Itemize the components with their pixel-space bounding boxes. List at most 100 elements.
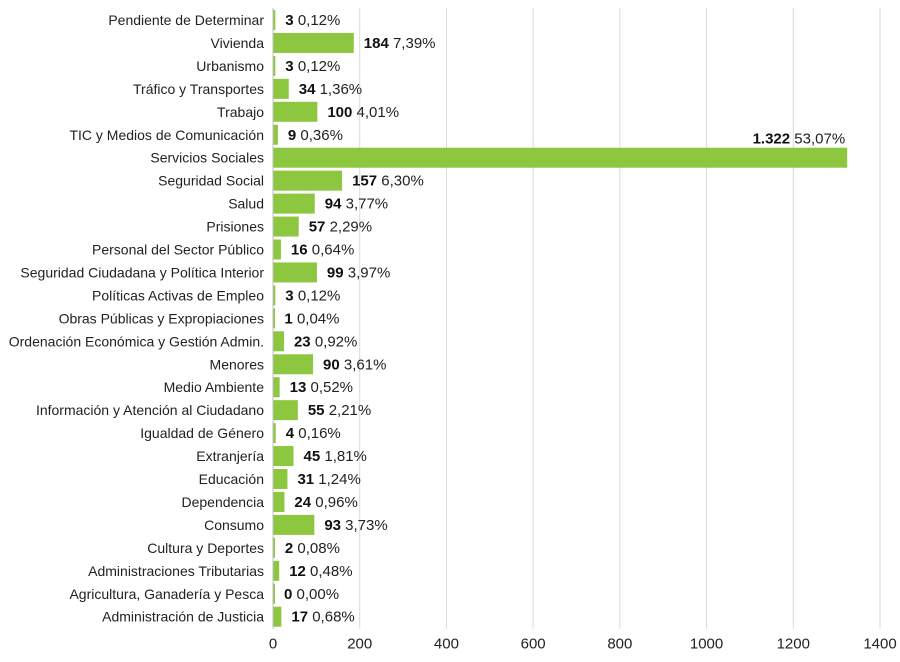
data-label-value: 13 [290, 379, 311, 396]
data-label: 99 3,97% [327, 264, 390, 281]
bar [273, 469, 288, 489]
data-label-value: 16 [291, 242, 312, 259]
data-label: 90 3,61% [323, 356, 386, 373]
x-tick-label: 800 [607, 636, 632, 653]
data-label-percent: 53,07% [794, 131, 845, 148]
category-label: Trabajo [217, 104, 264, 120]
category-label: Consumo [204, 517, 264, 533]
data-label-value: 1.322 [753, 131, 795, 148]
data-label: 23 0,92% [294, 333, 357, 350]
data-label: 3 0,12% [285, 12, 340, 29]
data-label-value: 57 [309, 219, 330, 236]
data-label-value: 23 [294, 333, 315, 350]
bar [273, 491, 285, 512]
data-label: 13 0,52% [290, 379, 353, 396]
category-label: Seguridad Social [158, 173, 264, 189]
data-label-percent: 1,24% [318, 471, 361, 488]
category-label: Personal del Sector Público [92, 242, 264, 258]
category-label: Agricultura, Ganadería y Pesca [69, 586, 264, 602]
category-label: Dependencia [181, 494, 264, 510]
data-label-value: 100 [327, 104, 356, 121]
x-tick-label: 0 [269, 636, 277, 653]
category-label: Servicios Sociales [150, 150, 264, 166]
category-label: Salud [228, 196, 264, 212]
bar [273, 514, 315, 535]
data-label-percent: 2,29% [330, 219, 373, 236]
category-label: Urbanismo [196, 58, 264, 74]
x-tick-label: 400 [434, 636, 459, 653]
category-label: Información y Atención al Ciudadano [36, 402, 264, 418]
category-label: Pendiente de Determinar [108, 12, 264, 28]
data-label: 57 2,29% [309, 219, 372, 236]
data-label: 24 0,96% [294, 494, 357, 511]
x-tick-label: 200 [347, 636, 372, 653]
data-label-percent: 0,12% [298, 287, 341, 304]
x-tick-label: 1400 [863, 636, 896, 653]
category-label: Administraciones Tributarias [88, 563, 264, 579]
bar [273, 78, 289, 99]
bar [273, 124, 278, 145]
category-label: Extranjería [196, 448, 264, 464]
bar [273, 285, 276, 306]
data-label-value: 2 [285, 540, 298, 557]
data-label-value: 3 [285, 287, 298, 304]
category-label: Políticas Activas de Empleo [92, 287, 264, 303]
data-label-value: 90 [323, 356, 344, 373]
category-label: Ordenación Económica y Gestión Admin. [9, 333, 264, 349]
bar [273, 606, 282, 627]
data-label: 94 3,77% [325, 196, 388, 213]
data-label: 3 0,12% [285, 287, 340, 304]
category-label: Vivienda [211, 35, 265, 51]
x-axis-ticks: 0 200 400 600 800 1000 1200 1400 [269, 636, 897, 653]
data-label-percent: 0,12% [298, 12, 341, 29]
bar [273, 10, 276, 30]
data-label-value: 9 [288, 127, 301, 144]
data-label: 93 3,73% [324, 517, 387, 534]
data-label: 12 0,48% [289, 563, 352, 580]
data-label-percent: 2,21% [329, 402, 372, 419]
category-label: Prisiones [206, 219, 264, 235]
data-label-percent: 0,48% [310, 563, 353, 580]
bar [273, 537, 275, 558]
data-label: 157 6,30% [352, 173, 424, 190]
bar [273, 193, 315, 214]
bar [273, 400, 298, 421]
bar [273, 446, 294, 467]
data-label-percent: 0,96% [315, 494, 358, 511]
data-label-percent: 0,08% [297, 540, 340, 557]
bar [273, 331, 284, 352]
data-label-percent: 0,36% [300, 127, 343, 144]
category-label: Medio Ambiente [164, 379, 265, 395]
data-label: 4 0,16% [286, 425, 341, 442]
data-label: 0 0,00% [284, 586, 339, 603]
bar [273, 423, 276, 444]
data-label: 17 0,68% [291, 609, 354, 626]
bar [273, 239, 281, 260]
bar [273, 216, 299, 237]
data-label-value: 99 [327, 264, 348, 281]
data-label-value: 0 [284, 586, 297, 603]
data-label-value: 17 [291, 609, 312, 626]
x-tick-label: 1000 [690, 636, 723, 653]
data-label: 16 0,64% [291, 242, 354, 259]
bar [273, 262, 317, 283]
data-label: 45 1,81% [304, 448, 367, 465]
category-labels: Pendiente de Determinar Vivienda Urbanismo… [9, 12, 265, 625]
bar [273, 170, 343, 191]
data-label: 9 0,36% [288, 127, 343, 144]
data-label: 3 0,12% [285, 58, 340, 75]
data-label-percent: 0,00% [297, 586, 340, 603]
bar [273, 583, 275, 604]
data-label: 100 4,01% [327, 104, 399, 121]
bar [273, 32, 354, 53]
data-label-percent: 3,77% [346, 196, 389, 213]
x-tick-label: 600 [521, 636, 546, 653]
bar [273, 560, 280, 581]
bars-group [273, 10, 848, 627]
data-label-value: 4 [286, 425, 299, 442]
category-label: Administración de Justicia [102, 609, 264, 625]
bar [273, 354, 314, 375]
data-label-percent: 0,64% [312, 242, 355, 259]
category-label: Seguridad Ciudadana y Política Interior [20, 264, 264, 280]
data-label: 31 1,24% [297, 471, 360, 488]
